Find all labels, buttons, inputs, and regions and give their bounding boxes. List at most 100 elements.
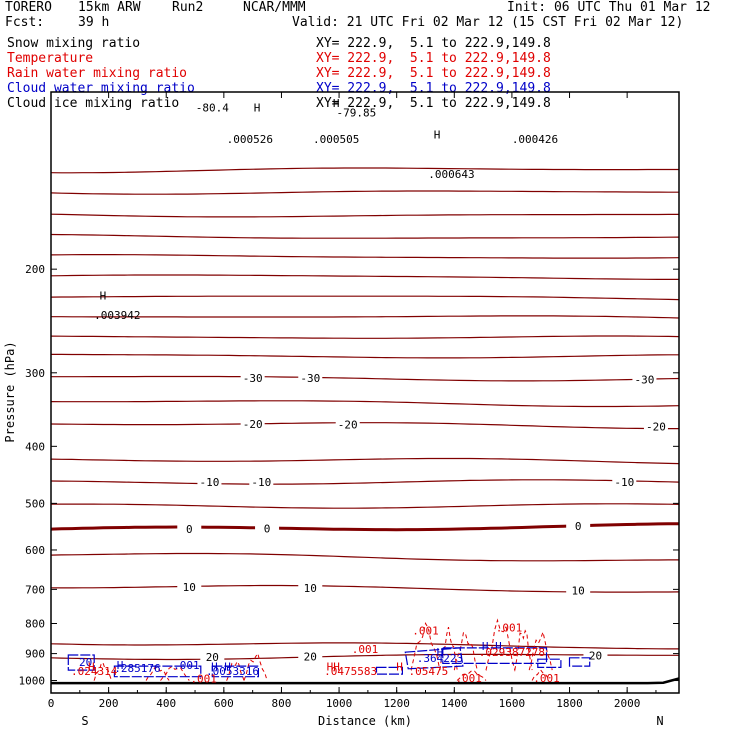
header-org: NCAR/MMM	[243, 0, 306, 15]
isotherm-label: -20	[646, 420, 666, 433]
contour-annotation: H	[254, 102, 261, 115]
contour-annotation: H	[88, 661, 95, 674]
contour-annotation: H	[100, 289, 107, 302]
field-snow-name: Snow mixing ratio	[7, 36, 141, 51]
isotherm-label-bg	[249, 476, 274, 489]
surface-line	[51, 677, 680, 685]
end-label-south: S	[81, 714, 88, 728]
isotherm-m35	[51, 353, 679, 359]
isotherm-label: 20	[589, 649, 602, 662]
x-tick-label: 1400	[441, 697, 468, 710]
contour-annotation: -80.4	[196, 102, 229, 115]
contour-annotation: H H	[211, 661, 231, 674]
contour-annotation: .029387278	[479, 646, 545, 659]
isotherm-label-bg	[335, 418, 360, 431]
header-run: Run2	[172, 0, 204, 15]
rain-contour	[456, 670, 487, 681]
isotherm-label: 10	[572, 584, 585, 597]
isotherm-m80	[50, 167, 679, 174]
rain-contour	[226, 660, 245, 681]
contour-annotation: .285176	[114, 662, 160, 675]
isotherm-label: 0	[264, 522, 271, 535]
isotherm-label-bg	[632, 373, 657, 386]
isotherm-m55	[50, 274, 679, 280]
isotherm-20	[50, 653, 679, 661]
x-tick-label: 400	[156, 697, 176, 710]
contour-annotation: 20	[79, 656, 92, 669]
isotherm-label-bg	[197, 476, 222, 489]
contour-annotation: H H	[482, 640, 502, 653]
contour-annotation: .001	[352, 643, 379, 656]
contour-annotation: .001	[455, 672, 482, 685]
isotherm-m10	[50, 479, 680, 485]
contour-annotation: .000643	[428, 168, 474, 181]
rain-contour	[453, 631, 478, 671]
cloud-water-contours	[67, 647, 591, 678]
isotherm-label-bg	[177, 580, 202, 593]
end-label-north: N	[656, 714, 663, 728]
y-tick-label: 900	[25, 648, 45, 661]
x-tick-label: 1000	[326, 697, 353, 710]
y-tick-label: 500	[25, 497, 45, 510]
contour-annotation: -79.85	[337, 106, 377, 119]
rain-contour	[243, 652, 268, 681]
isotherm-m25	[50, 400, 680, 408]
rain-contour	[160, 665, 190, 681]
isotherm-label-bg	[240, 371, 265, 384]
field-rain-xy: XY= 222.9, 5.1 to 222.9,149.8	[316, 66, 551, 81]
cloud-water-contour	[113, 665, 202, 678]
contour-annotation: .0053316	[206, 665, 259, 678]
contour-annotation: HH	[327, 661, 340, 674]
rain-contour	[485, 618, 516, 671]
x-tick-label: 1600	[499, 697, 526, 710]
isotherm-m20	[50, 422, 679, 430]
y-axis-label: Pressure (hPa)	[3, 341, 17, 442]
y-tick-label: 200	[25, 263, 45, 276]
isotherm-label: -20	[338, 419, 358, 432]
isotherm-label-bg	[255, 522, 280, 535]
isotherm-label: 10	[304, 582, 317, 595]
contour-annotation: .001	[412, 624, 439, 637]
isotherm-label-bg	[566, 520, 591, 533]
isotherm-label: -30	[243, 372, 263, 385]
isotherm-label: 20	[206, 651, 219, 664]
header-fcst-label: Fcst:	[5, 15, 45, 30]
contour-annotation: H	[396, 661, 403, 674]
field-cloud-ice-name: Cloud ice mixing ratio	[7, 96, 180, 111]
axes: 0 200 400 600 800 1000 1200 1400 1600 1800 2000200…	[19, 92, 679, 710]
contour-annotation: .000505	[313, 133, 359, 146]
cloud-water-contour	[568, 657, 591, 667]
isotherm-m60	[50, 254, 680, 259]
contour-annotation: .001	[533, 672, 560, 685]
isotherm-m70	[50, 213, 679, 218]
contour-annotation: .003942	[94, 309, 140, 322]
contour-annotation: .000426	[512, 133, 558, 146]
y-tick-label: 700	[25, 583, 45, 596]
isotherm-label: -30	[634, 373, 654, 386]
isotherm-label: -10	[614, 476, 634, 489]
x-tick-label: 0	[48, 697, 55, 710]
terrain-surface	[51, 677, 680, 685]
header-resolution: 15km ARW	[78, 0, 141, 15]
cloud-water-contour	[67, 654, 95, 671]
isotherm-label: 0	[575, 520, 582, 533]
isotherm-15	[50, 642, 679, 650]
cloud-water-contour	[537, 658, 562, 668]
isotherm-m40	[50, 335, 680, 339]
field-snow-xy: XY= 222.9, 5.1 to 222.9,149.8	[316, 36, 551, 51]
y-tick-label: 300	[25, 367, 45, 380]
x-axis-label: Distance (km)	[318, 714, 412, 728]
isotherm-label-bg	[200, 651, 225, 664]
field-rain-name: Rain water mixing ratio	[7, 66, 188, 81]
isotherm-label-bg	[240, 418, 265, 431]
contour-annotation: .05475	[409, 665, 449, 678]
rain-contour	[514, 629, 533, 672]
field-temperature-name: Temperature	[7, 51, 94, 66]
isotherm-m65	[50, 233, 680, 239]
isotherm-label: -20	[243, 418, 263, 431]
contour-annotation: .001	[173, 659, 200, 672]
header-init: Init: 06 UTC Thu 01 Mar 12	[507, 0, 711, 15]
isotherm-label: 0	[186, 523, 193, 536]
isotherm-label-bg	[298, 581, 323, 594]
contour-annotation: .364223	[417, 652, 463, 665]
